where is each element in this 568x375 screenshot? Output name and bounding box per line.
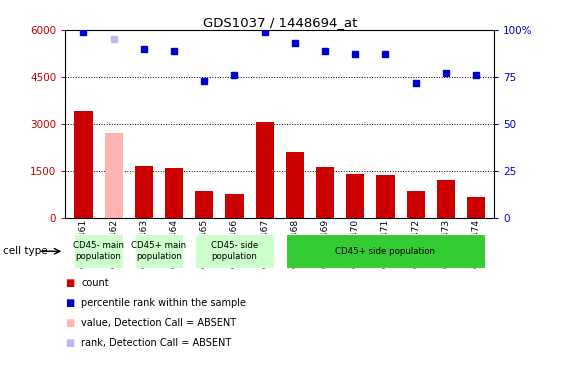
Bar xyxy=(74,111,93,218)
Text: ■: ■ xyxy=(65,338,74,348)
Text: CD45- main
population: CD45- main population xyxy=(73,241,124,261)
Bar xyxy=(105,133,123,218)
Bar xyxy=(437,180,455,218)
Text: CD45- side
population: CD45- side population xyxy=(211,241,258,261)
Text: value, Detection Call = ABSENT: value, Detection Call = ABSENT xyxy=(81,318,236,328)
Bar xyxy=(225,194,244,217)
Bar xyxy=(377,175,395,217)
Text: ■: ■ xyxy=(65,298,74,308)
Bar xyxy=(195,191,214,217)
Text: cell type: cell type xyxy=(3,246,48,256)
Bar xyxy=(316,167,334,218)
Text: count: count xyxy=(81,278,109,288)
Bar xyxy=(135,234,183,268)
Text: ■: ■ xyxy=(65,278,74,288)
Bar xyxy=(74,234,123,268)
Bar xyxy=(165,168,183,217)
Bar xyxy=(256,122,274,218)
Bar xyxy=(195,234,274,268)
Bar xyxy=(467,197,485,217)
Text: CD45+ main
population: CD45+ main population xyxy=(131,241,186,261)
Bar xyxy=(286,234,485,268)
Bar xyxy=(346,174,364,217)
Title: GDS1037 / 1448694_at: GDS1037 / 1448694_at xyxy=(203,16,357,29)
Text: percentile rank within the sample: percentile rank within the sample xyxy=(81,298,246,308)
Text: rank, Detection Call = ABSENT: rank, Detection Call = ABSENT xyxy=(81,338,232,348)
Bar xyxy=(135,166,153,218)
Text: ■: ■ xyxy=(65,318,74,328)
Bar xyxy=(286,152,304,217)
Bar xyxy=(407,191,425,217)
Text: CD45+ side population: CD45+ side population xyxy=(336,247,436,256)
